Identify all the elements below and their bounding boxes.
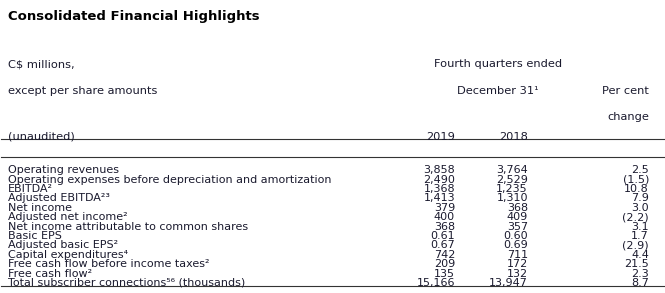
Text: Total subscriber connections⁵⁶ (thousands): Total subscriber connections⁵⁶ (thousand…	[8, 278, 245, 288]
Text: 1,310: 1,310	[496, 193, 528, 204]
Text: 2,529: 2,529	[496, 175, 528, 185]
Text: 2019: 2019	[426, 132, 455, 142]
Text: 172: 172	[507, 259, 528, 269]
Text: 0.60: 0.60	[503, 231, 528, 241]
Text: 0.69: 0.69	[503, 240, 528, 251]
Text: 711: 711	[507, 250, 528, 260]
Text: 135: 135	[434, 268, 455, 279]
Text: 15,166: 15,166	[416, 278, 455, 288]
Text: Net income attributable to common shares: Net income attributable to common shares	[8, 222, 248, 232]
Text: except per share amounts: except per share amounts	[8, 86, 158, 96]
Text: change: change	[607, 112, 649, 122]
Text: 2,490: 2,490	[423, 175, 455, 185]
Text: Fourth quarters ended: Fourth quarters ended	[434, 59, 562, 69]
Text: 1,413: 1,413	[424, 193, 455, 204]
Text: 742: 742	[434, 250, 455, 260]
Text: 3.0: 3.0	[631, 203, 649, 213]
Text: Per cent: Per cent	[602, 86, 649, 96]
Text: Net income: Net income	[8, 203, 72, 213]
Text: (2.9): (2.9)	[622, 240, 649, 251]
Text: 3,858: 3,858	[423, 165, 455, 176]
Text: 368: 368	[434, 222, 455, 232]
Text: Capital expenditures⁴: Capital expenditures⁴	[8, 250, 128, 260]
Text: Adjusted EBITDA²³: Adjusted EBITDA²³	[8, 193, 110, 204]
Text: C$ millions,: C$ millions,	[8, 59, 74, 69]
Text: (2.2): (2.2)	[622, 212, 649, 222]
Text: Consolidated Financial Highlights: Consolidated Financial Highlights	[8, 10, 259, 23]
Text: 357: 357	[507, 222, 528, 232]
Text: 0.61: 0.61	[430, 231, 455, 241]
Text: 132: 132	[507, 268, 528, 279]
Text: 8.7: 8.7	[631, 278, 649, 288]
Text: 409: 409	[507, 212, 528, 222]
Text: EBITDA²: EBITDA²	[8, 184, 53, 194]
Text: 0.67: 0.67	[430, 240, 455, 251]
Text: 379: 379	[434, 203, 455, 213]
Text: 13,947: 13,947	[489, 278, 528, 288]
Text: Free cash flow before income taxes²: Free cash flow before income taxes²	[8, 259, 209, 269]
Text: (unaudited): (unaudited)	[8, 132, 74, 142]
Text: Operating revenues: Operating revenues	[8, 165, 119, 176]
Text: 21.5: 21.5	[624, 259, 649, 269]
Text: 1,368: 1,368	[424, 184, 455, 194]
Text: Adjusted basic EPS²: Adjusted basic EPS²	[8, 240, 118, 251]
Text: 7.9: 7.9	[631, 193, 649, 204]
Text: 10.8: 10.8	[624, 184, 649, 194]
Text: 209: 209	[434, 259, 455, 269]
Text: 3.1: 3.1	[631, 222, 649, 232]
Text: 3,764: 3,764	[496, 165, 528, 176]
Text: 2.3: 2.3	[631, 268, 649, 279]
Text: Free cash flow²: Free cash flow²	[8, 268, 92, 279]
Text: 4.4: 4.4	[631, 250, 649, 260]
Text: 400: 400	[434, 212, 455, 222]
Text: Operating expenses before depreciation and amortization: Operating expenses before depreciation a…	[8, 175, 332, 185]
Text: December 31¹: December 31¹	[458, 86, 539, 96]
Text: Adjusted net income²: Adjusted net income²	[8, 212, 128, 222]
Text: 1,235: 1,235	[496, 184, 528, 194]
Text: 2.5: 2.5	[631, 165, 649, 176]
Text: 368: 368	[507, 203, 528, 213]
Text: 2018: 2018	[499, 132, 528, 142]
Text: (1.5): (1.5)	[622, 175, 649, 185]
Text: 1.7: 1.7	[631, 231, 649, 241]
Text: Basic EPS: Basic EPS	[8, 231, 62, 241]
